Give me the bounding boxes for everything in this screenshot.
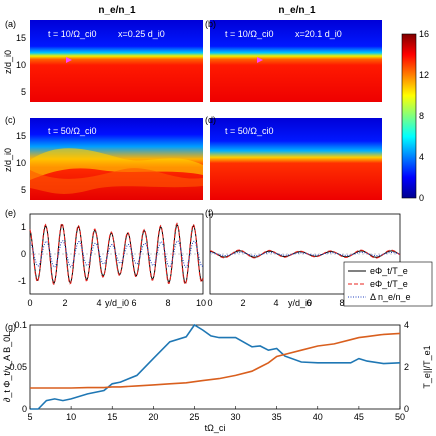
colorbar-gradient	[401, 33, 417, 199]
series-g-right	[30, 332, 401, 389]
panel-label-d: (d)	[205, 115, 216, 125]
panel-label-b: (b)	[205, 19, 216, 29]
xtick-f-4: 4	[273, 298, 278, 308]
panel-label-c: (c)	[5, 115, 16, 125]
xtick-g-25: 25	[189, 412, 199, 422]
panel-e: (e) 1 0 -1 0 2 4 6 8 10 y/d_i0	[5, 208, 206, 308]
legend-label-2: Δ n_e/n_e	[370, 292, 411, 302]
heatmap-c-structure-2	[30, 168, 203, 194]
ylabel-g-right: T_e||/T_e1	[422, 345, 432, 388]
xtick-f-0: 0	[207, 298, 212, 308]
heatmap-a	[30, 20, 203, 102]
xtick-g-5: 5	[27, 412, 32, 422]
colorbar-tick-8: 8	[419, 111, 424, 121]
ylabel-a: z/d_i0	[3, 50, 13, 74]
ytick-c-15: 15	[16, 131, 26, 141]
ylabel-c: z/d_i0	[3, 148, 13, 172]
legend-label-0: eΦ_t/T_e	[370, 266, 408, 276]
colorbar-tick-12: 12	[419, 70, 429, 80]
xtick-f-8: 8	[339, 298, 344, 308]
ytick-e-1: 1	[21, 222, 26, 232]
xtick-g-15: 15	[107, 412, 117, 422]
panel-c: (c) t = 50/Ω_ci0 z/d_i0 15 10 5	[3, 115, 203, 200]
xtick-f-6: 6	[306, 298, 311, 308]
xtick-f-2: 2	[240, 298, 245, 308]
panel-label-f: (f)	[205, 208, 214, 218]
ytick-g-left-0.05: 0.05	[9, 362, 27, 372]
ytick-a-10: 10	[16, 60, 26, 70]
panel-label-a: (a)	[5, 19, 16, 29]
legend-label-1: eΦ_t/T_e	[370, 279, 408, 289]
series-g-left	[30, 323, 401, 410]
ytick-g-right-2: 2	[404, 362, 409, 372]
xtick-e-0: 0	[27, 298, 32, 308]
marker-a	[66, 57, 72, 63]
xtick-g-45: 45	[354, 412, 364, 422]
xtick-g-30: 30	[231, 412, 241, 422]
legend-box	[343, 261, 433, 307]
panel-d: (d) t = 50/Ω_ci0	[205, 115, 382, 200]
annotation-time-d: t = 50/Ω_ci0	[225, 126, 274, 136]
axes-g	[29, 324, 401, 410]
xtick-g-20: 20	[148, 412, 158, 422]
legend-ef: eΦ_t/T_e eΦ_t/T_e Δ n_e/n_e	[343, 261, 433, 307]
colorbar-tick-16: 16	[419, 29, 429, 39]
ytick-g-left-0.1: 0.1	[14, 320, 27, 330]
colorbar: 16 12 8 4 0	[401, 29, 429, 203]
ytick-g-left-0: 0	[22, 404, 27, 414]
xtick-e-8: 8	[165, 298, 170, 308]
ytick-g-right-4: 4	[404, 320, 409, 330]
xlabel-f: y/d_i0	[288, 298, 312, 308]
xtick-g-35: 35	[272, 412, 282, 422]
ytick-a-5: 5	[21, 87, 26, 97]
xlabel-e: y/d_i0	[105, 298, 129, 308]
ytick-c-5: 5	[21, 185, 26, 195]
ytick-c-10: 10	[16, 158, 26, 168]
xtick-g-10: 10	[66, 412, 76, 422]
series-f-1	[209, 249, 401, 259]
annotation-x-a: x=0.25 d_i0	[118, 29, 165, 39]
ytick-e-m1: -1	[18, 276, 26, 286]
series-e-2	[29, 240, 204, 268]
panel-g: (g) ∂_t Φ_t/v_A B_0L T_e||/T_e1 tΩ_ci 5 1…	[2, 320, 432, 433]
annotation-time-b: t = 10/Ω_ci0	[225, 29, 274, 39]
xlabel-g: tΩ_ci	[205, 423, 226, 433]
column-title-left: n_e/n_1	[98, 5, 136, 16]
xtick-e-4: 4	[96, 298, 101, 308]
panel-b: (b) t = 10/Ω_ci0 x=20.1 d_i0	[205, 19, 382, 102]
xtick-g-40: 40	[313, 412, 323, 422]
colorbar-tick-4: 4	[419, 152, 424, 162]
series-e-1	[29, 222, 204, 285]
ylabel-g-left: ∂_t Φ_t/v_A B_0L	[2, 332, 12, 402]
xtick-e-2: 2	[62, 298, 67, 308]
panel-label-e: (e)	[5, 208, 16, 218]
xtick-e-6: 6	[131, 298, 136, 308]
annotation-time-c: t = 50/Ω_ci0	[48, 126, 97, 136]
heatmap-b	[210, 20, 382, 102]
annotation-x-b: x=20.1 d_i0	[295, 29, 342, 39]
panel-label-g: (g)	[5, 322, 16, 332]
panel-f: (f) 0 2 4 6 8 10 y/d_i0 eΦ_t/T_e eΦ_t/T_…	[205, 208, 433, 308]
ytick-e-0: 0	[21, 249, 26, 259]
colorbar-tick-0: 0	[419, 193, 424, 203]
heatmap-c-structure	[30, 148, 203, 180]
xtick-g-50: 50	[395, 412, 405, 422]
ytick-g-right-0: 0	[404, 404, 409, 414]
xtick-e-10: 10	[196, 298, 206, 308]
column-title-right: n_e/n_1	[278, 5, 316, 16]
marker-b	[257, 57, 263, 63]
annotation-time-a: t = 10/Ω_ci0	[48, 29, 97, 39]
panel-a: (a) t = 10/Ω_ci0 x=0.25 d_i0 z/d_i0 15 1…	[3, 19, 203, 102]
ytick-a-15: 15	[16, 33, 26, 43]
heatmap-d	[210, 118, 382, 200]
